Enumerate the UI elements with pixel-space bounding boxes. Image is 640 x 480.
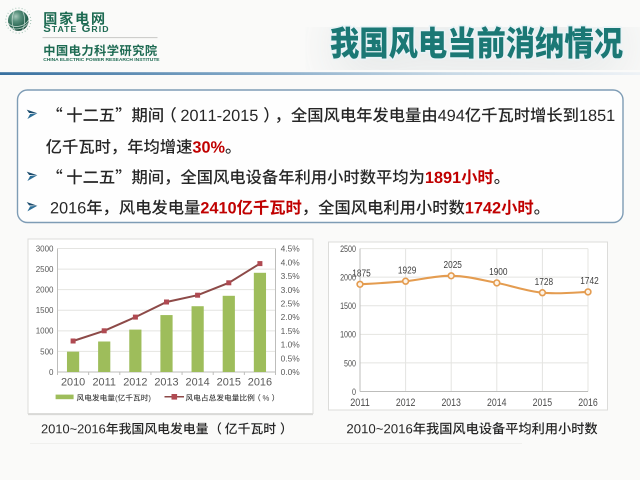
svg-text:3.5%: 3.5% bbox=[281, 271, 301, 281]
svg-text:1742: 1742 bbox=[580, 276, 599, 287]
svg-text:2.5%: 2.5% bbox=[281, 298, 301, 308]
svg-text:2.0%: 2.0% bbox=[281, 312, 301, 322]
svg-text:1500: 1500 bbox=[36, 306, 54, 315]
svg-text:1000: 1000 bbox=[36, 327, 54, 336]
svg-text:1929: 1929 bbox=[398, 265, 417, 276]
svg-text:2000: 2000 bbox=[340, 273, 356, 283]
svg-text:2011: 2011 bbox=[93, 376, 116, 388]
svg-text:STATE GRID: STATE GRID bbox=[43, 23, 109, 35]
svg-text:0.5%: 0.5% bbox=[281, 353, 301, 363]
svg-text:1500: 1500 bbox=[340, 301, 356, 311]
svg-text:500: 500 bbox=[344, 358, 356, 368]
svg-text:2012: 2012 bbox=[123, 376, 147, 388]
svg-text:4.0%: 4.0% bbox=[281, 257, 301, 267]
svg-text:1728: 1728 bbox=[535, 277, 554, 288]
svg-text:2016: 2016 bbox=[578, 397, 598, 409]
svg-text:0: 0 bbox=[352, 387, 356, 397]
svg-text:0.0%: 0.0% bbox=[281, 367, 301, 377]
svg-text:0: 0 bbox=[49, 368, 54, 377]
svg-text:2014: 2014 bbox=[487, 397, 507, 409]
svg-text:1.0%: 1.0% bbox=[281, 340, 301, 350]
svg-text:500: 500 bbox=[40, 347, 54, 356]
svg-text:2015: 2015 bbox=[533, 397, 553, 409]
svg-text:2015: 2015 bbox=[217, 376, 241, 388]
svg-text:2016: 2016 bbox=[248, 376, 272, 388]
svg-text:CHINA ELECTRIC POWER RESEARCH: CHINA ELECTRIC POWER RESEARCH INSTITUTE bbox=[43, 57, 160, 63]
svg-text:2014: 2014 bbox=[186, 376, 210, 388]
svg-text:3.0%: 3.0% bbox=[281, 285, 301, 295]
svg-text:2011: 2011 bbox=[350, 397, 370, 409]
svg-text:2012: 2012 bbox=[396, 397, 416, 409]
svg-text:1000: 1000 bbox=[340, 330, 356, 340]
svg-text:2500: 2500 bbox=[36, 265, 54, 274]
svg-text:2000: 2000 bbox=[36, 286, 54, 295]
svg-text:2025: 2025 bbox=[443, 260, 462, 271]
svg-text:2010: 2010 bbox=[61, 376, 85, 388]
svg-text:3000: 3000 bbox=[36, 244, 54, 253]
svg-text:1.5%: 1.5% bbox=[281, 326, 301, 336]
svg-text:2013: 2013 bbox=[441, 397, 461, 409]
svg-text:1875: 1875 bbox=[352, 269, 371, 280]
svg-text:2500: 2500 bbox=[340, 244, 356, 254]
svg-text:1900: 1900 bbox=[489, 267, 508, 278]
svg-text:4.5%: 4.5% bbox=[281, 244, 301, 254]
svg-text:2013: 2013 bbox=[154, 376, 178, 388]
